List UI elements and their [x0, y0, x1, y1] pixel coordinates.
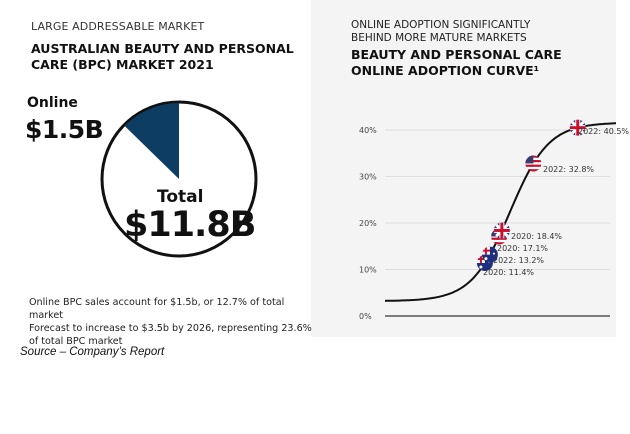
kicker-line: ONLINE ADOPTION SIGNIFICANTLY — [351, 19, 531, 31]
point-label: 2022: 13.2% — [493, 256, 544, 265]
description-line: Forecast to increase to $3.5b by 2026, r… — [29, 323, 312, 334]
point-label: 2020: 17.1% — [497, 244, 548, 253]
uk-flag-icon — [569, 119, 586, 136]
title-line: ONLINE ADOPTION CURVE¹ — [351, 63, 540, 78]
online-value: $1.5B — [25, 115, 104, 144]
market-pie-chart — [100, 100, 258, 258]
left-kicker: LARGE ADDRESSABLE MARKET — [31, 20, 205, 33]
pie-online-slice — [124, 103, 179, 179]
y-tick-label: 30% — [359, 173, 377, 182]
adoption-panel — [311, 0, 616, 337]
point-label: 2020: 11.4% — [483, 268, 534, 277]
source-note: Source – Company’s Report — [20, 346, 165, 358]
au-flag-icon — [481, 246, 498, 263]
right-title: BEAUTY AND PERSONAL CARE ONLINE ADOPTION… — [351, 47, 562, 79]
uk-flag-icon — [493, 222, 510, 239]
market-description: Online BPC sales account for $1.5b, or 1… — [29, 296, 319, 348]
description-line: Online BPC sales account for $1.5b, or 1… — [29, 297, 285, 321]
adoption-curve-chart: 0% 10% 20% 30% 40% 2020: 11.4% 2022: 13.2% 202… — [359, 119, 629, 321]
y-tick-label: 20% — [359, 219, 377, 228]
y-tick-label: 0% — [359, 312, 372, 321]
y-tick-label: 10% — [359, 266, 377, 275]
kicker-line: BEHIND MORE MATURE MARKETS — [351, 32, 527, 44]
point-label: 2022: 32.8% — [543, 165, 594, 174]
point-label: 2020: 18.4% — [511, 232, 562, 241]
total-label: Total — [157, 187, 204, 207]
left-title: AUSTRALIAN BEAUTY AND PERSONAL CARE (BPC… — [31, 41, 294, 72]
description-line: of total BPC market — [29, 336, 123, 347]
y-tick-label: 40% — [359, 126, 377, 135]
total-value: $11.8B — [124, 205, 256, 245]
online-label: Online — [27, 95, 78, 111]
right-kicker: ONLINE ADOPTION SIGNIFICANTLY BEHIND MOR… — [351, 19, 530, 45]
title-line: BEAUTY AND PERSONAL CARE — [351, 47, 562, 62]
us-flag-icon — [525, 155, 542, 172]
point-label: 2022: 40.5% — [578, 127, 629, 136]
